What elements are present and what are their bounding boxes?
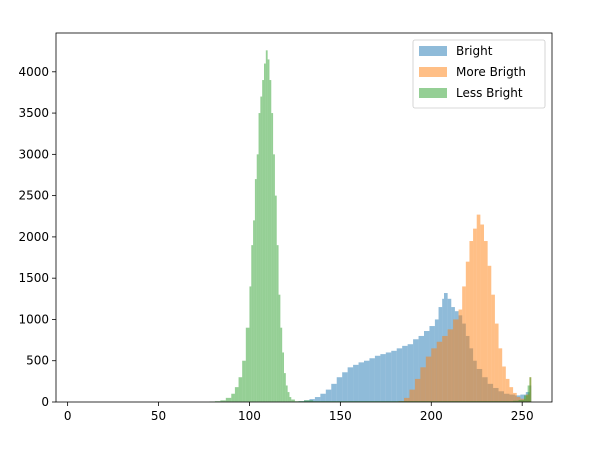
histogram-bar bbox=[477, 215, 481, 402]
y-tick-label: 4000 bbox=[18, 65, 49, 79]
histogram-bar bbox=[284, 373, 286, 402]
x-tick-label: 50 bbox=[151, 409, 166, 423]
histogram-bar bbox=[528, 385, 530, 402]
histogram-bar bbox=[268, 59, 270, 402]
histogram-bar bbox=[255, 179, 257, 402]
histogram-bar bbox=[409, 390, 414, 402]
histogram-bar bbox=[453, 319, 458, 402]
histogram-bar bbox=[484, 241, 488, 402]
legend-swatch bbox=[419, 46, 447, 56]
histogram-bar bbox=[499, 348, 503, 402]
histogram-bar bbox=[249, 286, 251, 402]
histogram-bar bbox=[257, 154, 259, 402]
histogram-bar bbox=[342, 372, 347, 402]
x-tick-label: 250 bbox=[511, 409, 534, 423]
histogram-bar bbox=[469, 241, 473, 402]
histogram-bar bbox=[280, 328, 282, 402]
legend-label: Bright bbox=[456, 44, 493, 58]
histogram-bar bbox=[495, 324, 499, 402]
histogram-bar bbox=[462, 286, 466, 402]
histogram-bar bbox=[426, 357, 431, 402]
histogram-bar bbox=[415, 379, 420, 402]
histogram-bar bbox=[326, 390, 331, 402]
histogram-bar bbox=[289, 397, 291, 402]
y-tick-label: 2000 bbox=[18, 230, 49, 244]
histogram-bar bbox=[235, 387, 239, 402]
histogram-bar bbox=[437, 342, 442, 402]
histogram-bar bbox=[391, 351, 396, 402]
histogram-bar bbox=[320, 394, 325, 402]
histogram-bar bbox=[459, 310, 463, 402]
y-tick-label: 3500 bbox=[18, 106, 49, 120]
x-tick-label: 0 bbox=[64, 409, 72, 423]
histogram-bar bbox=[466, 262, 470, 402]
histogram-bar bbox=[279, 295, 281, 402]
histogram-bar bbox=[359, 362, 364, 402]
y-tick-label: 3000 bbox=[18, 147, 49, 161]
histogram-bar bbox=[380, 354, 385, 402]
y-tick-label: 1500 bbox=[18, 271, 49, 285]
histogram-bar bbox=[431, 348, 436, 402]
histogram-bar bbox=[513, 393, 517, 402]
legend-label: Less Bright bbox=[456, 86, 523, 100]
histogram-bar bbox=[286, 385, 288, 402]
histogram-bar bbox=[277, 245, 279, 402]
histogram-bar bbox=[402, 346, 407, 402]
legend-swatch bbox=[419, 67, 447, 77]
histogram-bar bbox=[420, 367, 425, 402]
legend: Bright More Brigth Less Bright bbox=[413, 40, 545, 108]
histogram-bar bbox=[524, 395, 528, 402]
y-tick-label: 1000 bbox=[18, 312, 49, 326]
histogram-bar bbox=[275, 196, 277, 402]
histogram-bar bbox=[266, 50, 268, 402]
histogram-bar bbox=[262, 80, 264, 402]
histogram-bar bbox=[253, 220, 255, 402]
histogram-bar bbox=[509, 387, 513, 402]
histogram-bar bbox=[348, 367, 353, 402]
histogram-bar bbox=[506, 379, 510, 402]
histogram-bar bbox=[239, 377, 243, 402]
histogram-bar bbox=[246, 328, 250, 402]
y-tick-label: 2500 bbox=[18, 189, 49, 203]
histogram-bar bbox=[273, 154, 275, 402]
histogram-bar bbox=[488, 266, 492, 402]
histogram-bar bbox=[226, 398, 231, 402]
histogram-bar bbox=[397, 348, 402, 402]
histogram-bar bbox=[353, 365, 358, 402]
histogram-bar bbox=[337, 377, 342, 402]
histogram-bar bbox=[282, 352, 284, 402]
y-tick-label: 500 bbox=[26, 354, 49, 368]
histogram-bar bbox=[288, 392, 290, 402]
histogram-bar bbox=[442, 336, 447, 402]
legend-swatch bbox=[419, 88, 447, 98]
histogram-bar bbox=[473, 229, 477, 402]
histogram-bar bbox=[271, 113, 273, 402]
x-tick-label: 100 bbox=[238, 409, 261, 423]
histogram-bar bbox=[231, 394, 235, 402]
legend-label: More Brigth bbox=[456, 65, 526, 79]
histogram-bar bbox=[264, 64, 266, 402]
histogram-bar bbox=[259, 113, 261, 402]
histogram-bar bbox=[480, 225, 484, 402]
x-tick-label: 150 bbox=[329, 409, 352, 423]
histogram-bar bbox=[369, 358, 374, 402]
histogram-bar bbox=[448, 329, 453, 402]
histogram-bar bbox=[386, 352, 391, 402]
histogram-bar bbox=[364, 361, 369, 402]
y-tick-label: 0 bbox=[41, 395, 49, 409]
histogram-bar bbox=[260, 97, 262, 402]
histogram-bar bbox=[331, 384, 336, 402]
histogram-bar bbox=[242, 361, 246, 402]
histogram-bar bbox=[502, 367, 506, 403]
histogram-bar bbox=[251, 245, 253, 402]
histogram-bar bbox=[491, 295, 495, 402]
histogram-bar bbox=[375, 356, 380, 402]
x-tick-label: 200 bbox=[420, 409, 443, 423]
histogram-bar bbox=[529, 377, 531, 402]
histogram-bar bbox=[269, 80, 271, 402]
